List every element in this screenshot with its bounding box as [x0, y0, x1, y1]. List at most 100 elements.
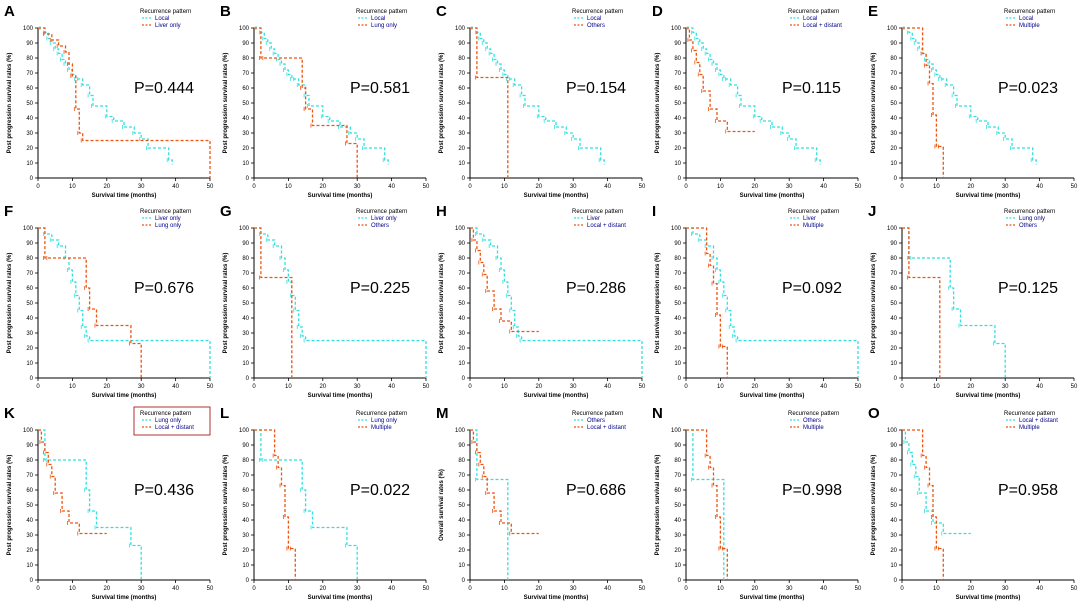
y-tick-label: 80: [242, 56, 249, 62]
legend-entry: Lung only: [371, 23, 397, 29]
y-tick-label: 10: [26, 161, 33, 167]
x-tick-label: 0: [468, 384, 472, 390]
y-tick-label: 90: [674, 443, 681, 449]
p-value: P=0.686: [566, 482, 626, 499]
x-tick-label: 10: [933, 586, 940, 592]
panel-n: N 0 10 20 30 40 50 60 70 80 90 100 0 10 20 30 40 50 Surviv…: [652, 405, 862, 601]
legend-entry: Local + distant: [155, 425, 194, 431]
y-tick-label: 0: [894, 578, 898, 584]
panel-label: G: [220, 203, 232, 220]
x-tick-label: 40: [172, 586, 179, 592]
y-tick-label: 30: [26, 533, 33, 539]
y-tick-label: 20: [458, 548, 465, 554]
km-curve-orange: [686, 27, 755, 133]
p-value: P=0.023: [998, 80, 1058, 97]
y-tick-label: 20: [674, 548, 681, 554]
y-tick-label: 60: [458, 286, 465, 292]
legend-entry: Lung only: [155, 223, 181, 229]
legend-entry: Local: [803, 16, 817, 22]
y-tick-label: 50: [26, 101, 33, 107]
y-tick-label: 30: [890, 131, 897, 137]
y-tick-label: 30: [242, 331, 249, 337]
y-tick-label: 0: [894, 176, 898, 182]
legend-entry: Others: [803, 418, 821, 424]
y-tick-label: 40: [674, 116, 681, 122]
x-tick-label: 20: [967, 384, 974, 390]
x-tick-label: 40: [820, 384, 827, 390]
y-tick-label: 90: [890, 241, 897, 247]
x-axis-label: Survival time (months): [956, 193, 1021, 199]
legend-title: Recurrence pattern: [1004, 411, 1055, 417]
p-value: P=0.092: [782, 280, 842, 297]
p-value: P=0.286: [566, 280, 626, 297]
y-tick-label: 100: [671, 26, 682, 32]
x-axis-label: Survival time (months): [740, 193, 805, 199]
x-tick-label: 30: [786, 384, 793, 390]
panel-j: J 0 10 20 30 40 50 60 70 80 90 100 0 10 20 30 40 50 Surviv…: [868, 203, 1078, 399]
x-tick-label: 20: [751, 384, 758, 390]
y-tick-label: 90: [890, 443, 897, 449]
y-axis-label: Overall survival rates (%): [439, 469, 445, 541]
y-tick-label: 70: [674, 71, 681, 77]
x-tick-label: 0: [252, 384, 256, 390]
p-value: P=0.115: [782, 80, 841, 97]
y-tick-label: 10: [458, 161, 465, 167]
y-tick-label: 60: [890, 286, 897, 292]
y-tick-label: 30: [890, 533, 897, 539]
x-axis-label: Survival time (months): [956, 393, 1021, 399]
y-tick-label: 50: [458, 101, 465, 107]
x-tick-label: 10: [717, 384, 724, 390]
x-tick-label: 0: [468, 586, 472, 592]
legend-title: Recurrence pattern: [1004, 9, 1055, 15]
p-value: P=0.154: [566, 80, 626, 97]
panel-l: L 0 10 20 30 40 50 60 70 80 90 100 0 10 20 30 40 50 Surviv…: [220, 405, 430, 601]
y-tick-label: 0: [462, 176, 466, 182]
y-tick-label: 0: [678, 376, 682, 382]
x-tick-label: 0: [36, 184, 40, 190]
x-tick-label: 50: [639, 184, 646, 190]
y-tick-label: 60: [26, 286, 33, 292]
y-tick-label: 90: [26, 443, 33, 449]
y-tick-label: 60: [458, 86, 465, 92]
x-tick-label: 30: [570, 586, 577, 592]
p-value: P=0.581: [350, 80, 410, 97]
km-curve-cyan: [470, 27, 605, 165]
y-tick-label: 80: [458, 56, 465, 62]
y-tick-label: 10: [458, 563, 465, 569]
y-tick-label: 90: [26, 41, 33, 47]
y-axis-label: Post progression survival rates (%): [223, 253, 229, 354]
km-curve-cyan: [902, 227, 1006, 378]
x-tick-label: 10: [501, 184, 508, 190]
y-tick-label: 0: [462, 578, 466, 584]
panel-label: N: [652, 405, 663, 422]
p-value: P=0.125: [998, 280, 1058, 297]
km-curve-cyan: [686, 27, 821, 165]
y-tick-label: 80: [458, 256, 465, 262]
y-tick-label: 20: [674, 146, 681, 152]
panel-label: K: [4, 405, 15, 422]
x-tick-label: 30: [354, 586, 361, 592]
panel-label: F: [4, 203, 13, 220]
y-tick-label: 40: [674, 316, 681, 322]
y-tick-label: 90: [458, 241, 465, 247]
x-tick-label: 30: [786, 586, 793, 592]
x-axis-label: Survival time (months): [308, 393, 373, 399]
y-tick-label: 100: [455, 226, 466, 232]
y-tick-label: 60: [26, 488, 33, 494]
y-tick-label: 70: [242, 71, 249, 77]
km-curve-cyan: [686, 227, 859, 378]
x-tick-label: 40: [388, 586, 395, 592]
x-tick-label: 30: [570, 384, 577, 390]
y-tick-label: 70: [26, 71, 33, 77]
y-tick-label: 30: [458, 533, 465, 539]
km-curve-orange: [38, 227, 142, 378]
y-tick-label: 10: [674, 361, 681, 367]
y-tick-label: 90: [458, 443, 465, 449]
y-tick-label: 0: [246, 578, 250, 584]
y-tick-label: 30: [458, 331, 465, 337]
y-tick-label: 100: [239, 26, 250, 32]
x-tick-label: 20: [967, 184, 974, 190]
legend-entry: Local + distant: [587, 425, 626, 431]
y-tick-label: 10: [26, 563, 33, 569]
